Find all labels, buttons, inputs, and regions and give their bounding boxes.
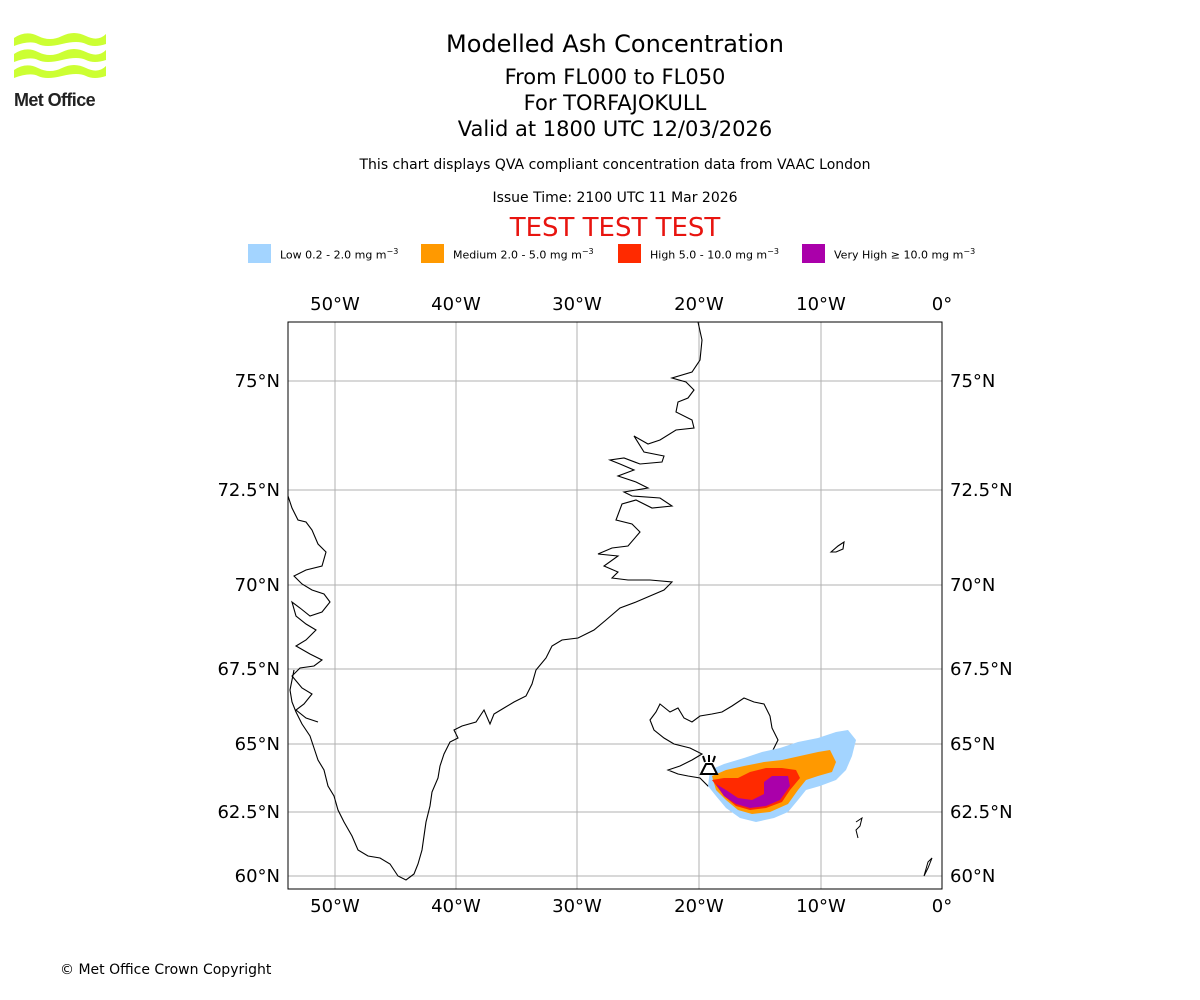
lon-tick-top-10w: 10°W	[796, 294, 846, 315]
legend-swatch-low	[248, 244, 271, 263]
issue-time: Issue Time: 2100 UTC 11 Mar 2026	[492, 190, 738, 206]
logo-text: Met Office	[14, 90, 96, 110]
lon-tick-bottom-10w: 10°W	[796, 896, 846, 917]
valid-time: Valid at 1800 UTC 12/03/2026	[457, 117, 773, 141]
lon-tick-top-20w: 20°W	[674, 294, 724, 315]
legend-label-medium: Medium 2.0 - 5.0 mg m−3	[453, 247, 594, 262]
graticule	[288, 322, 942, 889]
lon-tick-top-50w: 50°W	[310, 294, 360, 315]
legend-swatch-medium	[421, 244, 444, 263]
lat-tick-left-70n: 70°N	[235, 575, 280, 596]
map-frame	[287, 321, 943, 890]
lat-tick-left-60n: 60°N	[235, 866, 280, 887]
legend-swatch-high	[618, 244, 641, 263]
test-banner: TEST TEST TEST	[509, 213, 721, 243]
greenland-coastline-west	[287, 495, 331, 723]
ash-very-high-concentration	[716, 776, 790, 808]
legend-label-low: Low 0.2 - 2.0 mg m−3	[280, 247, 399, 262]
lat-tick-right-72-5n: 72.5°N	[950, 480, 1013, 501]
copyright: © Met Office Crown Copyright	[60, 962, 272, 978]
lat-tick-left-62-5n: 62.5°N	[217, 802, 280, 823]
lat-tick-right-65n: 65°N	[950, 734, 995, 755]
greenland-coastline	[289, 321, 703, 881]
met-office-logo: Met Office	[14, 30, 110, 112]
faroe-islands	[855, 816, 863, 839]
lat-tick-right-62-5n: 62.5°N	[950, 802, 1013, 823]
volcano-name: For TORFAJOKULL	[523, 91, 707, 115]
lon-tick-bottom-30w: 30°W	[552, 896, 602, 917]
lat-tick-right-60n: 60°N	[950, 866, 995, 887]
chart-title: Modelled Ash Concentration	[446, 30, 784, 58]
lat-tick-left-72-5n: 72.5°N	[217, 480, 280, 501]
lat-tick-right-75n: 75°N	[950, 371, 995, 392]
subtitle-block: From FL000 to FL050 For TORFAJOKULL Vali…	[0, 64, 1200, 142]
description: This chart displays QVA compliant concen…	[359, 157, 871, 173]
legend-swatch-very-high	[802, 244, 825, 263]
legend-label-high: High 5.0 - 10.0 mg m−3	[650, 247, 779, 262]
lon-tick-top-0: 0°	[932, 294, 952, 315]
lon-tick-top-40w: 40°W	[431, 294, 481, 315]
shetland-islands	[923, 857, 933, 877]
jan-mayen-island	[829, 540, 845, 553]
lon-tick-bottom-0: 0°	[932, 896, 952, 917]
lon-tick-bottom-20w: 20°W	[674, 896, 724, 917]
lat-tick-right-67-5n: 67.5°N	[950, 659, 1013, 680]
legend-label-very-high: Very High ≥ 10.0 mg m−3	[834, 247, 976, 262]
lon-tick-bottom-40w: 40°W	[431, 896, 481, 917]
level-range: From FL000 to FL050	[504, 65, 726, 89]
lat-tick-left-67-5n: 67.5°N	[217, 659, 280, 680]
volcano-icon	[699, 755, 719, 775]
met-office-wave-icon	[14, 33, 106, 78]
lat-tick-left-65n: 65°N	[235, 734, 280, 755]
lon-tick-top-30w: 30°W	[552, 294, 602, 315]
lon-tick-bottom-50w: 50°W	[310, 896, 360, 917]
lat-tick-left-75n: 75°N	[235, 371, 280, 392]
lat-tick-right-70n: 70°N	[950, 575, 995, 596]
